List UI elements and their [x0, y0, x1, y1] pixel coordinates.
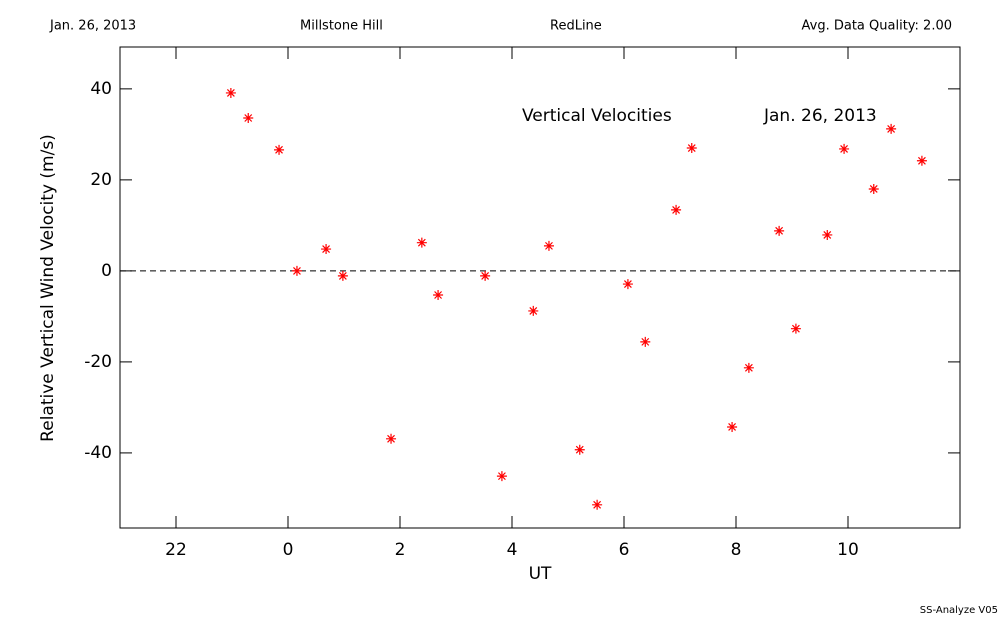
point	[886, 123, 897, 134]
point	[321, 244, 332, 255]
x-tick-label: 6	[619, 540, 630, 560]
x-tick-label: 2	[395, 540, 406, 560]
point	[528, 305, 539, 316]
point	[727, 421, 738, 432]
point	[671, 204, 682, 215]
point	[416, 237, 427, 248]
point	[592, 499, 603, 510]
point	[574, 444, 585, 455]
point	[774, 225, 785, 236]
point	[640, 336, 651, 347]
y-tick-label: 40	[90, 79, 112, 99]
point	[433, 290, 444, 301]
point	[916, 155, 927, 166]
point	[790, 323, 801, 334]
annotation: Vertical Velocities	[522, 106, 672, 126]
x-tick-label: 4	[507, 540, 518, 560]
point	[743, 362, 754, 373]
point	[622, 279, 633, 290]
x-tick-label: 8	[731, 540, 742, 560]
point	[291, 265, 302, 276]
annotation: Jan. 26, 2013	[763, 106, 877, 126]
point	[243, 112, 254, 123]
point	[686, 143, 697, 154]
footer: SS-Analyze V05	[920, 605, 998, 616]
point	[868, 183, 879, 194]
point	[543, 240, 554, 251]
point	[337, 270, 348, 281]
y-tick-label: -40	[84, 443, 112, 463]
header-date: Jan. 26, 2013	[49, 19, 136, 34]
x-axis-label: UT	[529, 564, 552, 584]
plot-frame	[119, 46, 961, 529]
header-site: Millstone Hill	[300, 19, 383, 34]
point	[225, 87, 236, 98]
point	[480, 270, 491, 281]
point	[274, 144, 285, 155]
point	[822, 229, 833, 240]
y-tick-label: 20	[90, 170, 112, 190]
point	[386, 433, 397, 444]
point	[839, 143, 850, 154]
header-line: RedLine	[550, 19, 602, 34]
x-tick-label: 0	[283, 540, 294, 560]
point	[496, 471, 507, 482]
y-tick-label: 0	[101, 261, 112, 281]
x-tick-label: 10	[837, 540, 859, 560]
y-tick-label: -20	[84, 352, 112, 372]
header-quality: Avg. Data Quality: 2.00	[802, 19, 952, 34]
y-axis-label: Relative Vertical Wind Velocity (m/s)	[38, 134, 58, 442]
x-tick-label: 22	[165, 540, 187, 560]
